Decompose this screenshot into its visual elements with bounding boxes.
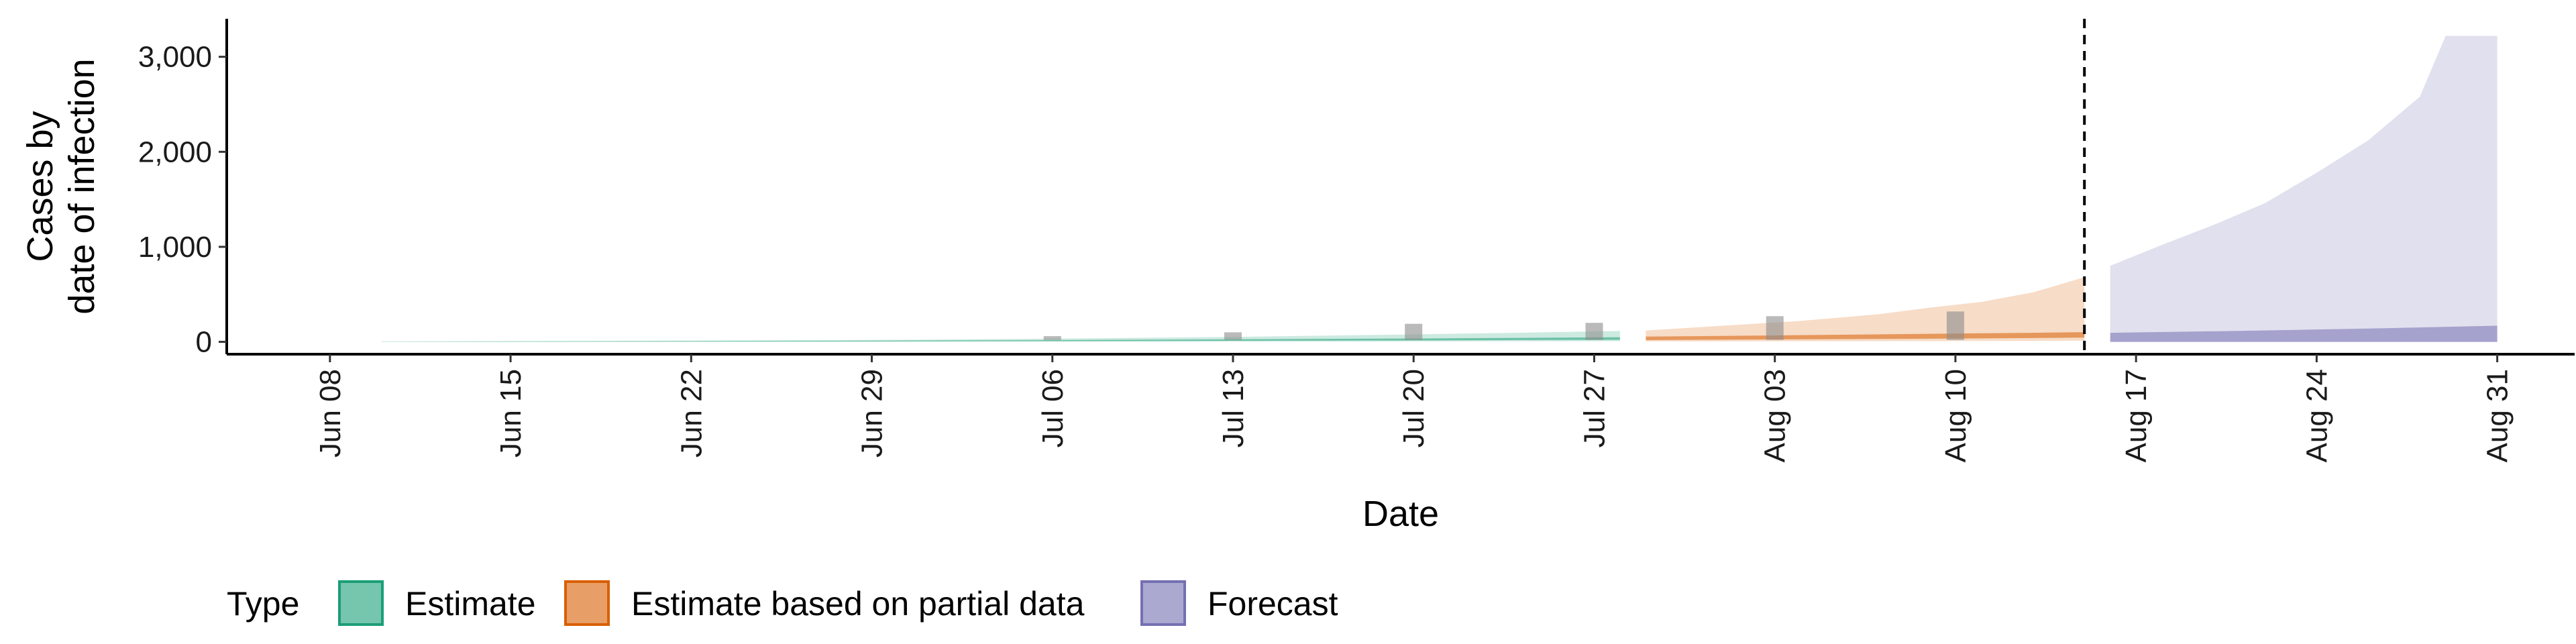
legend-swatch-estimate — [338, 580, 384, 626]
x-tick-label: Jun 22 — [675, 369, 708, 458]
estimate-based-on-partial-data-outer-band — [1646, 277, 2085, 341]
axes — [225, 19, 2575, 356]
x-tick-label: Jul 20 — [1397, 369, 1430, 447]
observed-bar-2 — [1224, 332, 1242, 340]
x-tick-label: Jul 13 — [1217, 369, 1250, 447]
x-axis-title: Date — [1362, 494, 1439, 534]
legend-label-estimate: Estimate — [405, 585, 536, 623]
legend: Type Estimate Estimate based on partial … — [227, 580, 1338, 626]
observed-bar-1 — [1043, 336, 1061, 340]
legend-label-partial: Estimate based on partial data — [631, 585, 1085, 623]
forecast-outer-band — [2110, 36, 2498, 342]
observed-bar-3 — [1405, 323, 1423, 340]
x-tick-label: Aug 10 — [1939, 369, 1972, 462]
x-tick-label: Jun 15 — [494, 369, 527, 458]
observed-bar-6 — [1946, 311, 1964, 340]
y-tick-label: 2,000 — [138, 136, 212, 168]
forecast-inner-band — [2110, 325, 2498, 342]
legend-swatch-forecast — [1140, 580, 1186, 626]
legend-swatch-partial — [564, 580, 610, 626]
y-ticks: 0 1,000 2,000 3,000 — [138, 41, 227, 359]
legend-label-forecast: Forecast — [1208, 585, 1338, 623]
y-axis-title-line1: Cases by — [20, 111, 60, 262]
observed-bar-4 — [1585, 323, 1603, 340]
y-tick-label: 3,000 — [138, 41, 212, 74]
x-tick-label: Aug 24 — [2300, 369, 2333, 462]
observed-bar-5 — [1766, 316, 1784, 340]
x-tick-label: Jun 08 — [314, 369, 347, 458]
x-tick-label: Jun 29 — [856, 369, 889, 458]
x-tick-label: Aug 17 — [2120, 369, 2153, 462]
x-tick-label: Aug 03 — [1759, 369, 1792, 462]
y-tick-label: 0 — [196, 326, 212, 359]
legend-title: Type — [227, 585, 299, 623]
estimate-based-on-partial-data-inner-band — [1646, 332, 2085, 340]
estimate-inner-band — [381, 337, 1620, 342]
x-tick-label: Jul 27 — [1578, 369, 1611, 447]
x-tick-label: Aug 31 — [2481, 369, 2514, 462]
y-axis-title-line2: date of infection — [62, 58, 102, 314]
x-tick-label: Jul 06 — [1036, 369, 1069, 447]
plot-area — [381, 19, 2498, 354]
x-ticks: Jun 08 Jun 15 Jun 22 Jun 29 Jul 06 Jul 13 Jul … — [314, 354, 2514, 462]
y-tick-label: 1,000 — [138, 231, 212, 264]
